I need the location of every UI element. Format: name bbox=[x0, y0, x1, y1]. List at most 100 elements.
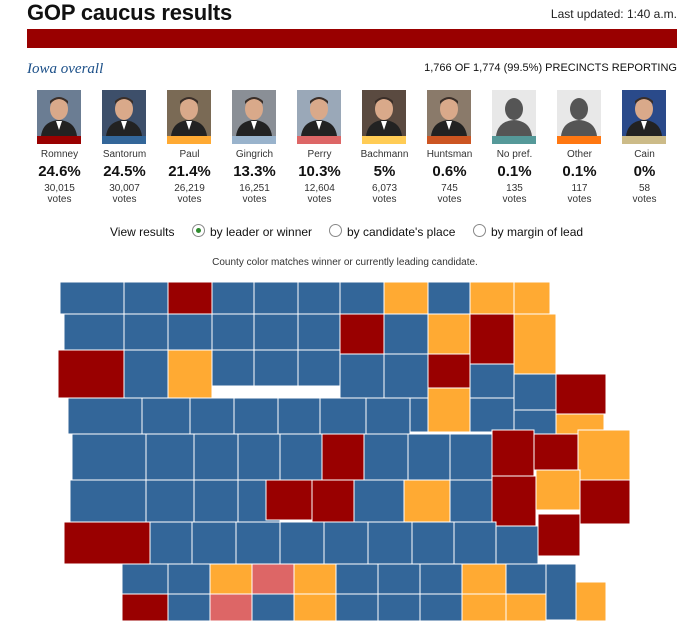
county-region[interactable] bbox=[461, 593, 507, 621]
county-region[interactable] bbox=[121, 593, 169, 621]
county-region[interactable] bbox=[403, 479, 451, 523]
county-region[interactable] bbox=[505, 563, 547, 595]
county-region[interactable] bbox=[513, 373, 557, 411]
county-region[interactable] bbox=[533, 433, 579, 471]
county-region[interactable] bbox=[449, 433, 493, 481]
county-region[interactable] bbox=[545, 563, 577, 621]
candidate-card[interactable]: Bachmann 5% 6,073 votes bbox=[352, 90, 417, 210]
county-region[interactable] bbox=[577, 429, 631, 481]
county-region[interactable] bbox=[251, 563, 295, 595]
county-region[interactable] bbox=[123, 282, 169, 315]
county-region[interactable] bbox=[279, 433, 323, 481]
county-region[interactable] bbox=[63, 521, 151, 565]
radio-button-icon[interactable] bbox=[329, 224, 342, 237]
county-region[interactable] bbox=[211, 282, 255, 315]
county-region[interactable] bbox=[193, 433, 239, 481]
county-region[interactable] bbox=[427, 313, 471, 355]
radio-label[interactable]: by leader or winner bbox=[210, 225, 313, 239]
county-region[interactable] bbox=[469, 397, 515, 433]
county-region[interactable] bbox=[193, 479, 239, 523]
county-region[interactable] bbox=[461, 563, 507, 595]
county-region[interactable] bbox=[63, 313, 125, 351]
county-region[interactable] bbox=[411, 521, 455, 565]
county-region[interactable] bbox=[335, 593, 379, 621]
county-region[interactable] bbox=[149, 521, 193, 565]
county-region[interactable] bbox=[419, 593, 463, 621]
county-region[interactable] bbox=[167, 282, 213, 315]
county-region[interactable] bbox=[339, 313, 385, 355]
county-region[interactable] bbox=[189, 397, 235, 435]
county-region[interactable] bbox=[537, 513, 581, 557]
county-region[interactable] bbox=[211, 349, 255, 387]
county-region[interactable] bbox=[69, 479, 147, 523]
county-region[interactable] bbox=[67, 397, 143, 435]
county-region[interactable] bbox=[145, 433, 195, 481]
candidate-card[interactable]: Santorum 24.5% 30,007 votes bbox=[92, 90, 157, 210]
county-region[interactable] bbox=[71, 433, 147, 481]
county-region[interactable] bbox=[469, 363, 515, 399]
county-region[interactable] bbox=[57, 349, 125, 399]
county-region[interactable] bbox=[427, 353, 471, 389]
county-region[interactable] bbox=[575, 581, 607, 621]
county-region[interactable] bbox=[321, 433, 365, 481]
county-region[interactable] bbox=[367, 521, 413, 565]
county-region[interactable] bbox=[59, 282, 125, 315]
county-region[interactable] bbox=[167, 313, 213, 351]
county-region[interactable] bbox=[123, 349, 169, 399]
county-region[interactable] bbox=[383, 313, 429, 355]
county-region[interactable] bbox=[353, 479, 405, 523]
county-region[interactable] bbox=[491, 429, 535, 477]
county-region[interactable] bbox=[297, 282, 341, 315]
county-region[interactable] bbox=[277, 397, 321, 435]
county-region[interactable] bbox=[513, 282, 551, 315]
county-region[interactable] bbox=[297, 349, 341, 387]
county-region[interactable] bbox=[323, 521, 369, 565]
county-region[interactable] bbox=[293, 593, 337, 621]
radio-label[interactable]: by margin of lead bbox=[491, 225, 584, 239]
candidate-card[interactable]: Paul 21.4% 26,219 votes bbox=[157, 90, 222, 210]
county-region[interactable] bbox=[191, 521, 237, 565]
county-region[interactable] bbox=[491, 475, 537, 527]
county-region[interactable] bbox=[253, 349, 299, 387]
county-region[interactable] bbox=[209, 593, 253, 621]
county-region[interactable] bbox=[123, 313, 169, 351]
county-region[interactable] bbox=[535, 469, 581, 511]
county-region[interactable] bbox=[237, 433, 281, 481]
county-region[interactable] bbox=[469, 282, 515, 315]
county-region[interactable] bbox=[579, 479, 631, 525]
county-region[interactable] bbox=[319, 397, 367, 435]
county-region[interactable] bbox=[209, 563, 253, 595]
county-region[interactable] bbox=[339, 353, 385, 399]
radio-button-icon[interactable] bbox=[192, 224, 205, 237]
county-region[interactable] bbox=[495, 525, 539, 569]
candidate-card[interactable]: Gingrich 13.3% 16,251 votes bbox=[222, 90, 287, 210]
county-region[interactable] bbox=[383, 282, 429, 315]
county-region[interactable] bbox=[427, 282, 471, 315]
county-region[interactable] bbox=[167, 563, 211, 595]
county-region[interactable] bbox=[383, 353, 429, 399]
candidate-card[interactable]: Other 0.1% 117 votes bbox=[547, 90, 612, 210]
county-region[interactable] bbox=[235, 521, 281, 565]
candidate-card[interactable]: No pref. 0.1% 135 votes bbox=[482, 90, 547, 210]
county-region[interactable] bbox=[505, 593, 547, 621]
county-region[interactable] bbox=[427, 387, 471, 433]
county-region[interactable] bbox=[121, 563, 169, 595]
radio-label[interactable]: by candidate's place bbox=[347, 225, 456, 239]
county-region[interactable] bbox=[211, 313, 255, 351]
county-region[interactable] bbox=[251, 593, 295, 621]
county-region[interactable] bbox=[265, 479, 313, 521]
candidate-card[interactable]: Perry 10.3% 12,604 votes bbox=[287, 90, 352, 210]
county-region[interactable] bbox=[311, 479, 355, 523]
candidate-card[interactable]: Romney 24.6% 30,015 votes bbox=[27, 90, 92, 210]
county-region[interactable] bbox=[377, 593, 421, 621]
radio-button-icon[interactable] bbox=[473, 224, 486, 237]
county-region[interactable] bbox=[167, 593, 211, 621]
county-region[interactable] bbox=[253, 282, 299, 315]
county-region[interactable] bbox=[365, 397, 411, 435]
county-region[interactable] bbox=[145, 479, 195, 523]
county-region[interactable] bbox=[167, 349, 213, 399]
county-region[interactable] bbox=[279, 521, 325, 565]
county-region[interactable] bbox=[377, 563, 421, 595]
county-region[interactable] bbox=[407, 433, 451, 481]
candidate-card[interactable]: Cain 0% 58 votes bbox=[612, 90, 677, 210]
